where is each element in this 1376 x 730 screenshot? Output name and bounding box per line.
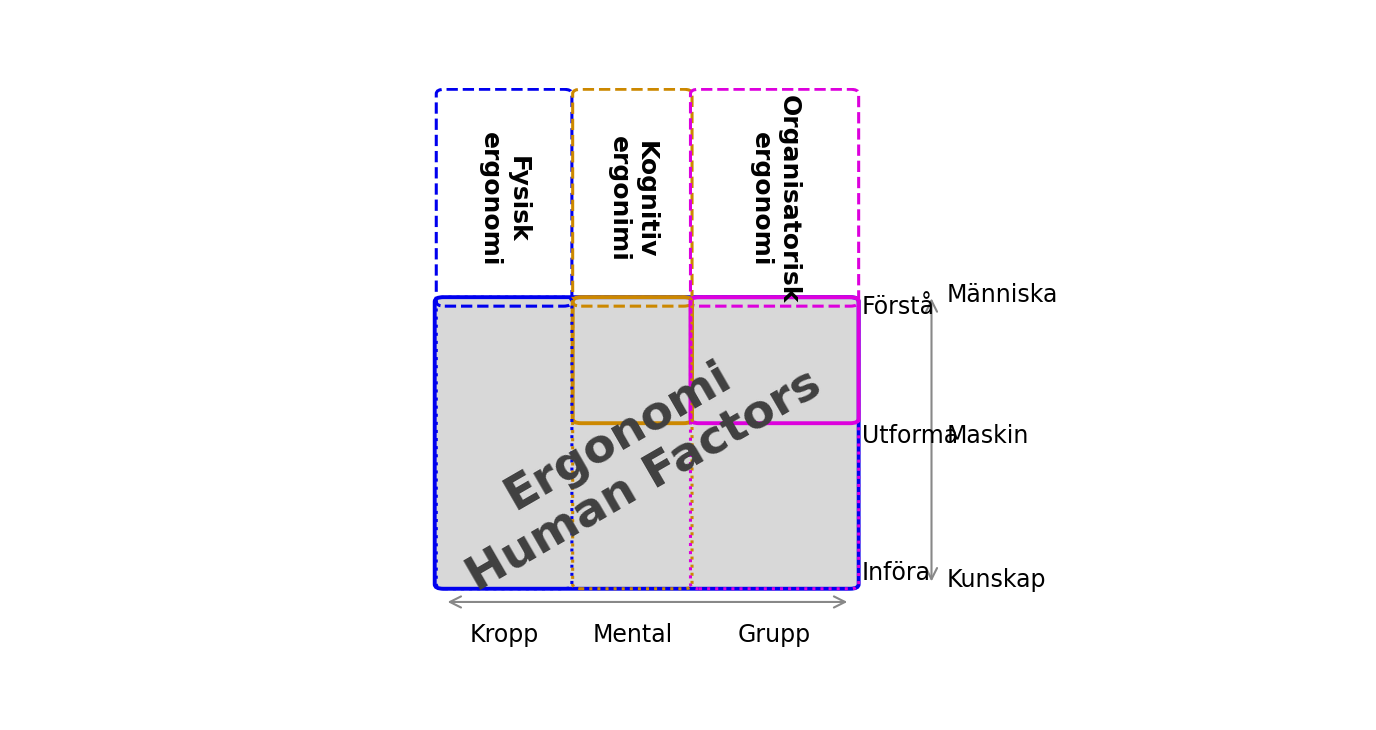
Text: Grupp: Grupp [738, 623, 810, 647]
Text: Förstå: Förstå [861, 295, 934, 319]
Text: Kunskap: Kunskap [947, 569, 1047, 593]
Text: Mental: Mental [592, 623, 673, 647]
Text: Maskin: Maskin [947, 423, 1029, 447]
Text: Kognitiv
ergonimi: Kognitiv ergonimi [607, 137, 658, 262]
Text: Organisatorisk
ergonomi: Organisatorisk ergonomi [749, 95, 801, 304]
Text: Införa: Införa [861, 561, 930, 585]
FancyBboxPatch shape [435, 297, 859, 589]
Text: Kropp: Kropp [469, 623, 539, 647]
Text: Människa: Människa [947, 283, 1058, 307]
Text: Ergonomi
Human Factors: Ergonomi Human Factors [433, 316, 828, 601]
Text: Utforma: Utforma [861, 423, 958, 447]
Text: Fysisk
ergonomi: Fysisk ergonomi [479, 132, 530, 266]
